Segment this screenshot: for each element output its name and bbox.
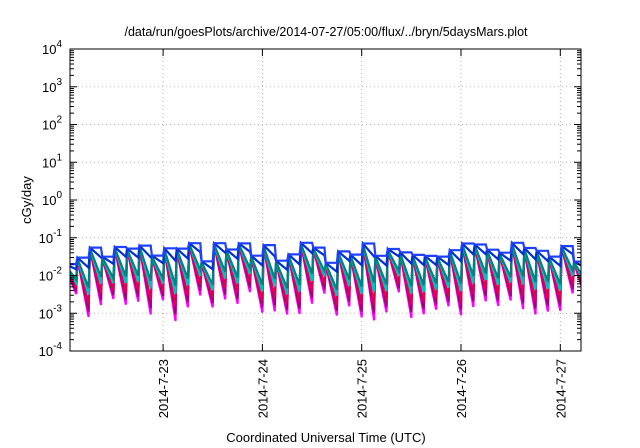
y-tick-label: 100 [42,190,62,208]
x-tick-label: 2014-7-24 [255,359,270,418]
series-line-6 [70,240,581,274]
y-tick-label: 10-2 [39,266,63,284]
y-tick-label: 10-1 [39,228,63,246]
y-axis-label: cGy/day [19,176,34,224]
y-tick-label: 102 [42,115,62,133]
y-tick-label: 10-4 [39,341,63,359]
x-tick-label: 2014-7-23 [156,359,171,418]
x-tick-label: 2014-7-26 [454,359,469,418]
x-tick-label: 2014-7-25 [355,359,370,418]
y-tick-label: 104 [42,39,62,57]
y-tick-label: 103 [42,77,62,95]
series-line-5 [70,243,581,291]
chart-title: /data/run/goesPlots/archive/2014-07-27/0… [124,25,528,39]
y-tick-label: 101 [42,152,62,170]
y-tick-label: 10-3 [39,303,63,321]
y-axis: 10-4 10-3 10-2 10-1 100 101 102 103 104 [39,39,581,359]
series-line-7 [70,241,581,266]
x-axis-label: Coordinated Universal Time (UTC) [226,430,425,445]
x-axis: 2014-7-23 2014-7-24 2014-7-25 2014-7-26 2014… [156,49,568,418]
data-series [70,240,581,322]
x-tick-label: 2014-7-27 [553,359,568,418]
